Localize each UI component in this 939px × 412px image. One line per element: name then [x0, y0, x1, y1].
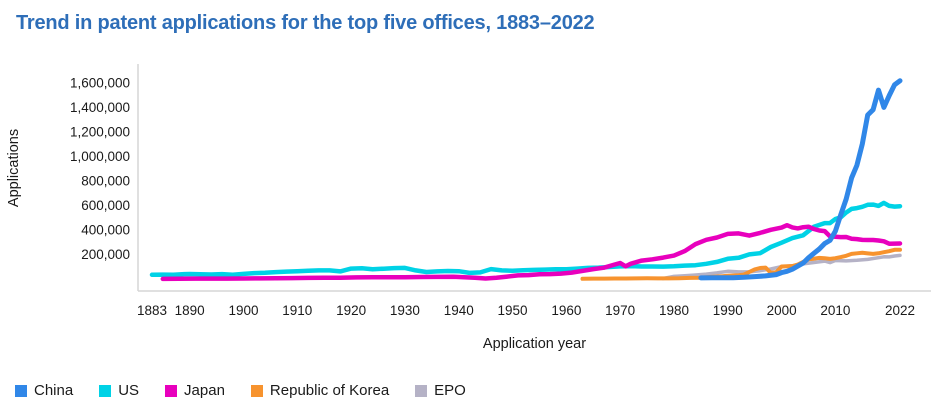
y-tick-label: 400,000	[81, 223, 130, 238]
legend-swatch-republic-of-korea	[250, 384, 263, 397]
legend: China US Japan Republic of Korea EPO	[15, 382, 466, 399]
y-tick-label: 1,400,000	[70, 100, 130, 115]
legend-label-china: China	[34, 382, 74, 399]
x-tick-label: 2000	[767, 303, 797, 318]
legend-swatch-china	[15, 384, 27, 397]
chart-title: Trend in patent applications for the top…	[16, 12, 595, 34]
legend-item-republic-of-korea[interactable]: Republic of Korea	[250, 382, 390, 399]
y-tick-label: 600,000	[81, 198, 130, 213]
x-tick-label: 1940	[444, 303, 474, 318]
y-tick-label: 1,600,000	[70, 76, 130, 91]
series-line-republic-of-korea	[580, 247, 902, 281]
x-tick-label: 1883	[137, 303, 167, 318]
y-tick-label: 1,000,000	[70, 149, 130, 164]
legend-item-us[interactable]: US	[99, 382, 139, 399]
x-tick-label: 1950	[498, 303, 528, 318]
legend-label-japan: Japan	[184, 382, 225, 399]
y-tick-label: 1,200,000	[70, 125, 130, 140]
x-tick-label: 1920	[336, 303, 366, 318]
x-tick-label: 1960	[551, 303, 581, 318]
legend-swatch-epo	[415, 384, 428, 397]
x-tick-label: 1990	[713, 303, 743, 318]
legend-label-us: US	[118, 382, 140, 399]
x-tick-label: 1980	[659, 303, 689, 318]
series-line-us	[149, 200, 903, 278]
x-tick-label: 2010	[820, 303, 850, 318]
x-tick-label: 1910	[282, 303, 312, 318]
x-tick-label: 1970	[605, 303, 635, 318]
legend-item-epo[interactable]: EPO	[415, 382, 466, 399]
series-line-china	[698, 78, 903, 281]
x-tick-label: 1890	[175, 303, 205, 318]
legend-swatch-japan	[165, 384, 178, 397]
y-tick-label: 800,000	[81, 174, 130, 189]
legend-label-epo: EPO	[434, 382, 466, 399]
legend-item-japan[interactable]: Japan	[165, 382, 225, 399]
x-tick-label: 1930	[390, 303, 420, 318]
x-tick-label: 1900	[228, 303, 258, 318]
x-axis-title: Application year	[482, 336, 587, 352]
series-line-japan	[160, 222, 903, 282]
legend-label-republic-of-korea: Republic of Korea	[269, 382, 390, 399]
legend-swatch-us	[99, 384, 112, 397]
x-tick-label: 2022	[885, 303, 915, 318]
y-tick-label: 200,000	[81, 247, 130, 262]
legend-item-china[interactable]: China	[15, 382, 73, 399]
